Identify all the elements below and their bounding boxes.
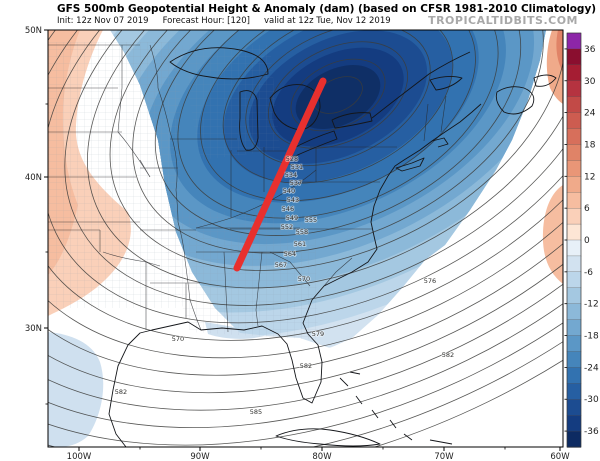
svg-text:18: 18 (584, 140, 596, 150)
svg-text:-18: -18 (584, 332, 599, 342)
svg-text:50N: 50N (25, 26, 42, 36)
svg-text:12: 12 (584, 172, 595, 182)
valid-time: valid at 12z Tue, Nov 12 2019 (264, 16, 391, 26)
svg-text:-36: -36 (584, 427, 599, 437)
svg-text:36: 36 (584, 45, 596, 55)
coastline-layer (108, 47, 557, 447)
svg-text:100W: 100W (67, 452, 92, 461)
state-borders-layer (48, 44, 447, 333)
svg-text:585: 585 (250, 408, 262, 416)
axis-labels: 50N 40N 30N 100W 90W 80W 70W 60W (25, 26, 570, 461)
watermark-text: TROPICALTIDBITS.COM (428, 14, 578, 27)
svg-text:-24: -24 (584, 363, 599, 373)
svg-text:-30: -30 (584, 395, 599, 405)
svg-text:552: 552 (281, 223, 293, 231)
svg-text:540: 540 (283, 187, 295, 195)
svg-text:-12: -12 (584, 300, 599, 310)
svg-text:549: 549 (286, 214, 298, 222)
svg-text:537: 537 (290, 179, 302, 187)
svg-text:534: 534 (285, 171, 297, 179)
map-border (47, 29, 564, 448)
map-subtitle: Init: 12z Nov 07 2019 Forecast Hour: [120… (57, 16, 405, 26)
svg-text:555: 555 (305, 216, 317, 224)
svg-text:90W: 90W (190, 452, 210, 461)
svg-text:561: 561 (294, 240, 306, 248)
svg-text:30: 30 (584, 77, 596, 87)
svg-text:576: 576 (424, 277, 436, 285)
svg-text:70W: 70W (434, 452, 454, 461)
svg-text:582: 582 (442, 351, 454, 359)
forecast-hour: Forecast Hour: [120] (162, 16, 250, 26)
svg-text:0: 0 (584, 236, 590, 246)
svg-text:564: 564 (284, 250, 296, 258)
svg-text:-6: -6 (584, 268, 593, 278)
svg-text:570: 570 (172, 335, 184, 343)
red-trough-annotation (233, 77, 327, 272)
svg-text:24: 24 (584, 109, 596, 119)
svg-text:582: 582 (300, 362, 312, 370)
map-title: GFS 500mb Geopotential Height & Anomaly … (57, 3, 597, 15)
svg-text:579: 579 (312, 330, 324, 338)
svg-text:570: 570 (298, 275, 310, 283)
svg-text:531: 531 (291, 163, 303, 171)
svg-text:567: 567 (275, 261, 287, 269)
svg-text:80W: 80W (312, 452, 332, 461)
svg-text:30N: 30N (25, 324, 42, 334)
colorbar-legend: 36 30 24 18 12 6 0 -6 -12 -18 -24 -30 -36 (564, 32, 599, 448)
svg-text:6: 6 (584, 204, 590, 214)
county-lines-texture (48, 42, 318, 340)
svg-text:528: 528 (286, 155, 298, 163)
svg-text:546: 546 (282, 205, 294, 213)
svg-text:40N: 40N (25, 173, 42, 183)
svg-text:558: 558 (296, 228, 308, 236)
svg-text:543: 543 (287, 196, 299, 204)
svg-text:582: 582 (115, 388, 127, 396)
init-time: Init: 12z Nov 07 2019 (57, 16, 149, 26)
svg-text:60W: 60W (550, 452, 570, 461)
